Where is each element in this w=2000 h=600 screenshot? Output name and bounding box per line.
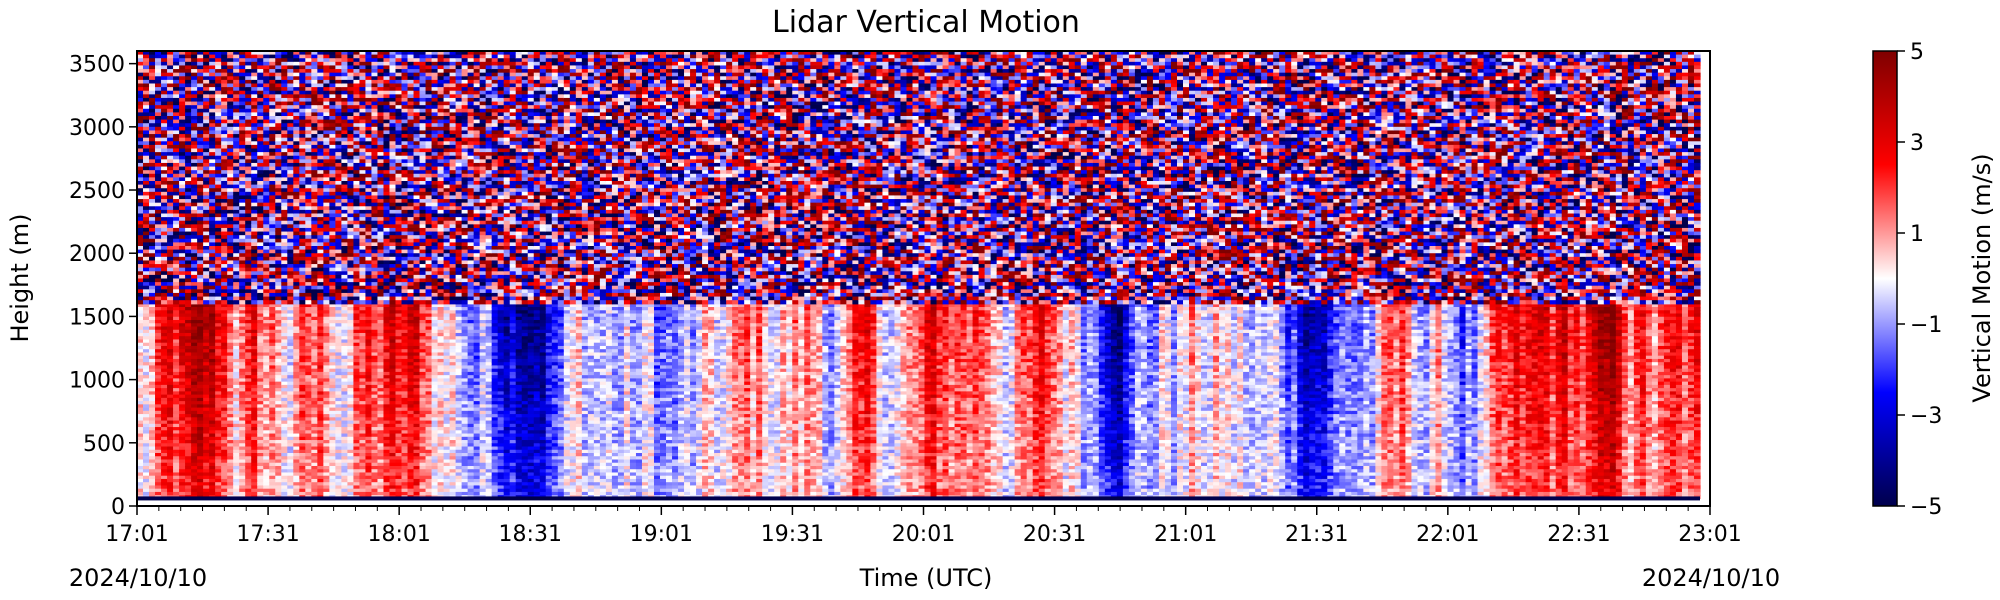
x-end-date: 2024/10/10 xyxy=(1642,564,1780,592)
colorbar-label: Vertical Motion (m/s) xyxy=(1968,153,1996,402)
x-tick-label: 22:01 xyxy=(1416,522,1479,547)
y-axis: 0 500 1000 1500 2000 2500 3000 3500 xyxy=(69,53,137,520)
y-tick-label: 1500 xyxy=(69,305,125,330)
x-tick-label: 23:01 xyxy=(1678,522,1741,547)
x-tick-label: 19:31 xyxy=(761,522,824,547)
x-tick-label: 21:01 xyxy=(1154,522,1217,547)
colorbar-tick-label: −1 xyxy=(1910,313,1942,338)
colorbar-axis: 5 3 1 −1 −3 −5 xyxy=(1897,40,1942,520)
y-tick-label: 2000 xyxy=(69,242,125,267)
colorbar-tick-label: 1 xyxy=(1910,222,1924,247)
x-tick-label: 18:01 xyxy=(367,522,430,547)
x-start-date: 2024/10/10 xyxy=(69,564,207,592)
x-tick-label: 18:31 xyxy=(499,522,562,547)
x-tick-label: 17:31 xyxy=(236,522,299,547)
x-tick-label: 22:31 xyxy=(1547,522,1610,547)
y-tick-label: 500 xyxy=(83,432,125,457)
x-axis-label: Time (UTC) xyxy=(859,564,993,592)
colorbar-tick-label: −3 xyxy=(1910,404,1942,429)
y-tick-label: 3000 xyxy=(69,116,125,141)
colorbar-tick-label: −5 xyxy=(1910,495,1942,520)
y-tick-label: 0 xyxy=(111,495,125,520)
x-axis: 17:01 17:31 18:01 18:31 19:01 19:31 20:01 20:31… xyxy=(105,506,1741,547)
x-tick-label: 19:01 xyxy=(630,522,693,547)
y-axis-label: Height (m) xyxy=(6,213,34,342)
heatmap-field xyxy=(137,51,1701,506)
x-tick-label: 20:31 xyxy=(1023,522,1086,547)
y-tick-label: 2500 xyxy=(69,179,125,204)
colorbar xyxy=(1873,51,1897,506)
chart-title: Lidar Vertical Motion xyxy=(772,5,1080,40)
x-tick-label: 17:01 xyxy=(105,522,168,547)
x-tick-label: 20:01 xyxy=(892,522,955,547)
y-tick-label: 3500 xyxy=(69,53,125,78)
x-tick-label: 21:31 xyxy=(1285,522,1348,547)
colorbar-tick-label: 3 xyxy=(1910,131,1924,156)
y-tick-label: 1000 xyxy=(69,369,125,394)
colorbar-tick-label: 5 xyxy=(1910,40,1924,65)
